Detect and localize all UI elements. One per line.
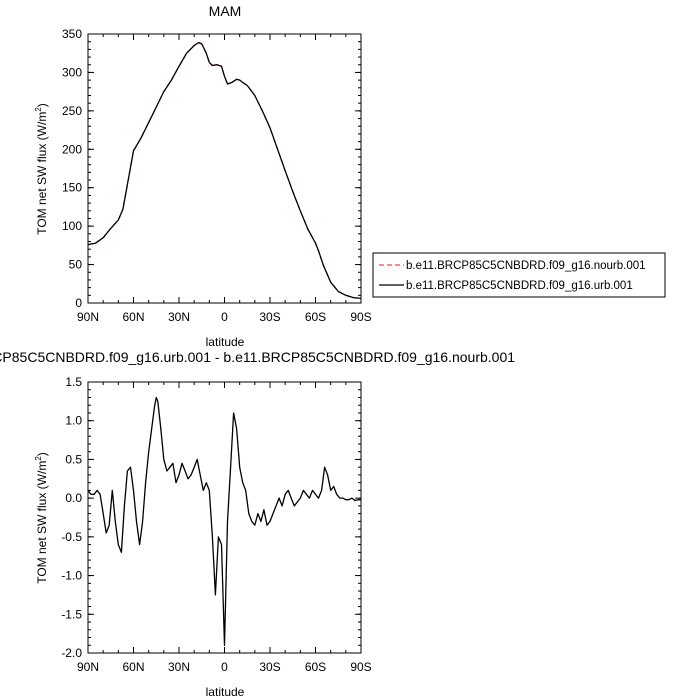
bottom-y-tick-label: 0.0	[65, 491, 82, 505]
top-x-tick-label: 0	[221, 310, 228, 324]
top-x-tick-label: 30S	[259, 310, 280, 324]
bottom-y-tick-label: -1.0	[61, 569, 82, 583]
top-chart-title: MAM	[209, 3, 242, 19]
top-series-line-0	[87, 41, 362, 300]
legend: b.e11.BRCP85C5CNBDRD.f09_g16.nourb.001 b…	[372, 252, 666, 298]
bottom-y-tick-label: 1.0	[65, 414, 82, 428]
top-x-tick-label: 60N	[122, 310, 144, 324]
bottom-series-line-0	[87, 396, 361, 646]
bottom-x-tick-label: 0	[221, 660, 228, 674]
top-y-tick-label: 300	[62, 65, 82, 79]
bottom-y-tick-label: -2.0	[61, 646, 82, 660]
top-y-tick-label: 0	[75, 296, 82, 310]
top-x-tick-label: 60S	[305, 310, 326, 324]
legend-box	[372, 252, 666, 298]
top-y-tick-label: 200	[62, 142, 82, 156]
top-panel: MAM TOM net SW flux (W/m2) latitude 90N 6…	[34, 3, 372, 349]
bottom-x-tick-label: 90S	[350, 660, 371, 674]
legend-label-urb: b.e11.BRCP85C5CNBDRD.f09_g16.urb.001	[406, 280, 633, 292]
top-y-axis-label: TOM net SW flux (W/m2)	[34, 103, 49, 235]
top-x-axis-label: latitude	[206, 335, 245, 349]
bottom-y-tick-label: 1.5	[65, 375, 82, 389]
top-y-tick-label: 100	[62, 219, 82, 233]
bottom-chart-title: b.e11.BRCP85C5CNBDRD.f09_g16.urb.001 - b…	[0, 349, 515, 365]
bottom-x-tick-label: 90N	[77, 660, 99, 674]
bottom-plot-frame	[87, 381, 362, 654]
bottom-y-tick-label: -0.5	[61, 530, 82, 544]
top-y-tick-label: 250	[62, 104, 82, 118]
bottom-x-tick-label: 60N	[122, 660, 144, 674]
top-y-tick-label: 50	[69, 258, 83, 272]
top-x-tick-label: 90N	[77, 310, 99, 324]
bottom-x-tick-label: 30S	[259, 660, 280, 674]
bottom-panel: b.e11.BRCP85C5CNBDRD.f09_g16.urb.001 - b…	[0, 349, 515, 699]
top-x-tick-label: 30N	[168, 310, 190, 324]
top-series-line-1	[87, 41, 362, 300]
bottom-y-tick-label: 0.5	[65, 452, 82, 466]
top-x-tick-label: 90S	[350, 310, 371, 324]
bottom-x-tick-label: 60S	[305, 660, 326, 674]
bottom-x-tick-label: 30N	[168, 660, 190, 674]
bottom-y-tick-label: -1.5	[61, 607, 82, 621]
top-y-tick-label: 350	[62, 27, 82, 41]
bottom-y-axis-label: TOM net SW flux (W/m2)	[34, 452, 49, 584]
top-y-tick-label: 150	[62, 181, 82, 195]
bottom-x-axis-label: latitude	[206, 685, 245, 699]
legend-label-nourb: b.e11.BRCP85C5CNBDRD.f09_g16.nourb.001	[406, 260, 646, 272]
